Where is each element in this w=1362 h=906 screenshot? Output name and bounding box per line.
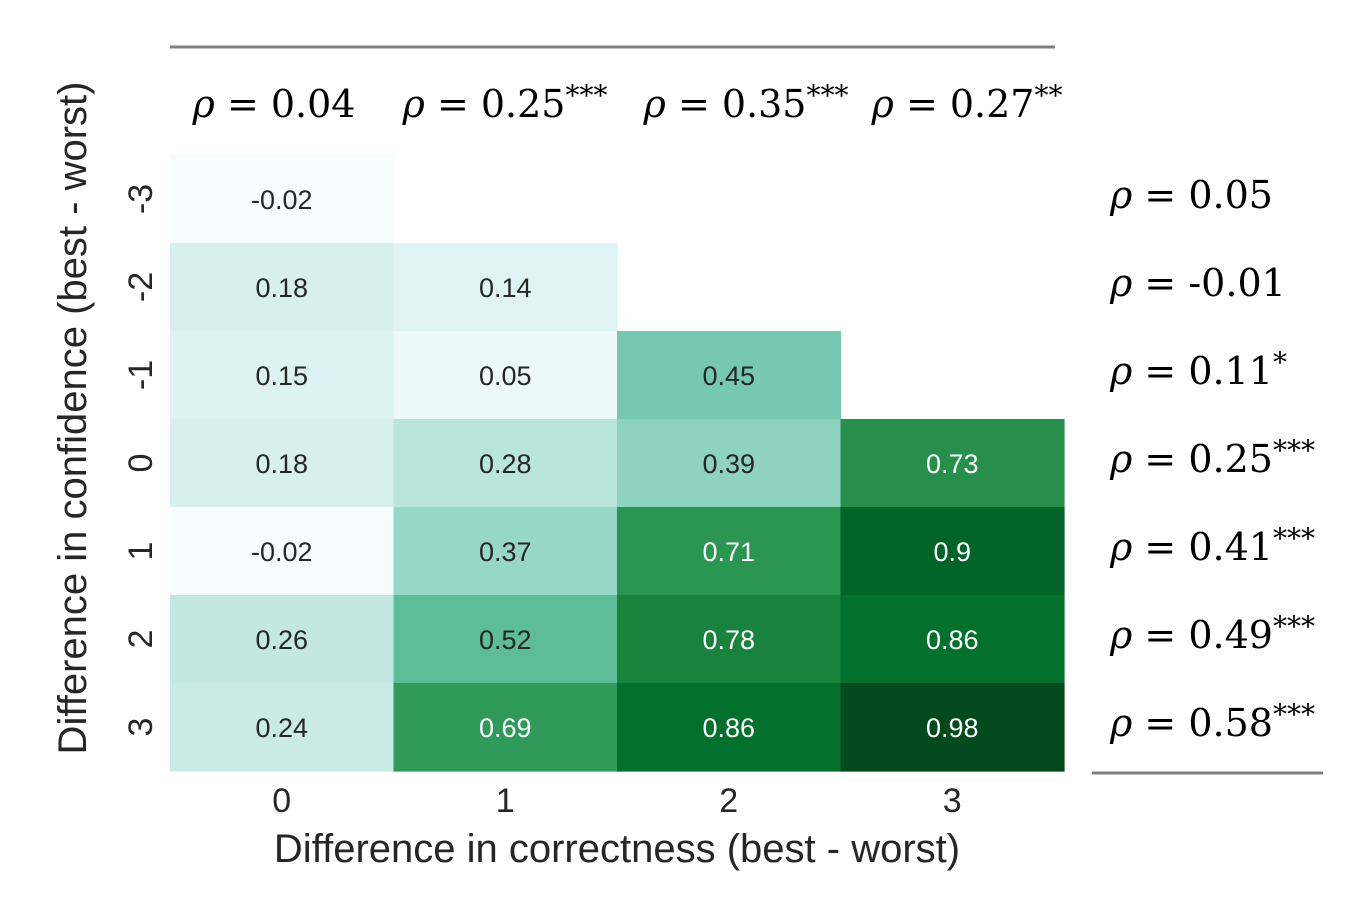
row-correlation-label: ρ = 0.11* <box>1109 346 1287 393</box>
heatmap-cell <box>170 155 395 244</box>
heatmap-cell <box>393 683 618 772</box>
cell-value-label: 0.05 <box>479 361 532 391</box>
cell-value-label: 0.86 <box>926 625 979 655</box>
heatmap-cell <box>840 419 1065 508</box>
heatmap-cell <box>617 595 842 684</box>
heatmap-cell <box>393 595 618 684</box>
row-correlation-label: ρ = 0.49*** <box>1109 610 1315 657</box>
cell-value-label: -0.02 <box>251 537 313 567</box>
heatmap-cell-labels: -0.02 0.18 0.14 0.15 0.05 0.45 0.18 0.28 0.39 0.7… <box>251 185 979 743</box>
x-axis-ticks: 0 1 2 3 <box>272 782 961 820</box>
heatmap-cell <box>617 419 842 508</box>
cell-value-label: 0.18 <box>255 273 308 303</box>
x-axis-label: Difference in correctness (best - worst) <box>274 827 960 871</box>
heatmap-cell <box>170 331 395 420</box>
cell-value-label: 0.73 <box>926 449 979 479</box>
heatmap-cell <box>170 243 395 332</box>
row-correlation-label: ρ = 0.58*** <box>1109 698 1315 745</box>
cell-value-label: 0.15 <box>255 361 308 391</box>
cell-value-label: 0.26 <box>255 625 308 655</box>
row-correlation-label: ρ = 0.05 <box>1109 173 1273 217</box>
heatmap-cell <box>170 595 395 684</box>
y-tick-label: -2 <box>122 272 160 302</box>
cell-value-label: 0.39 <box>702 449 755 479</box>
heatmap-cell <box>170 683 395 772</box>
cell-value-label: 0.14 <box>479 273 532 303</box>
cell-value-label: 0.86 <box>702 713 755 743</box>
cell-value-label: -0.02 <box>251 185 313 215</box>
y-tick-label: 2 <box>122 630 160 649</box>
heatmap-cell <box>840 683 1065 772</box>
heatmap-cell <box>393 419 618 508</box>
y-tick-label: 1 <box>122 542 160 561</box>
heatmap-cell <box>170 419 395 508</box>
x-tick-label: 1 <box>496 782 515 820</box>
cell-value-label: 0.71 <box>702 537 755 567</box>
heatmap-cell <box>393 331 618 420</box>
heatmap-cell <box>393 507 618 596</box>
cell-value-label: 0.78 <box>702 625 755 655</box>
cell-value-label: 0.52 <box>479 625 532 655</box>
y-axis-label: Difference in confidence (best - worst) <box>51 82 95 755</box>
row-correlation-label: ρ = -0.01 <box>1109 261 1286 305</box>
heatmap-cell <box>840 595 1065 684</box>
row-correlation-label: ρ = 0.25*** <box>1109 434 1315 481</box>
cell-value-label: 0.28 <box>479 449 532 479</box>
heatmap-cell <box>617 683 842 772</box>
row-correlation-label: ρ = 0.41*** <box>1109 522 1315 569</box>
heatmap-cells <box>170 155 1065 772</box>
cell-value-label: 0.45 <box>702 361 755 391</box>
row-correlations: ρ = 0.05 ρ = -0.01 ρ = 0.11* ρ = 0.25*** ρ =… <box>1109 173 1315 745</box>
x-tick-label: 3 <box>943 782 962 820</box>
column-correlation-label: ρ = 0.35*** <box>643 79 849 126</box>
heatmap-cell <box>617 507 842 596</box>
y-axis-ticks: -3 -2 -1 0 1 2 3 <box>122 184 160 737</box>
cell-value-label: 0.37 <box>479 537 532 567</box>
heatmap-cell <box>393 243 618 332</box>
heatmap-cell <box>617 331 842 420</box>
y-tick-label: 3 <box>122 718 160 737</box>
heatmap-cell <box>170 507 395 596</box>
cell-value-label: 0.9 <box>933 537 971 567</box>
x-tick-label: 2 <box>719 782 738 820</box>
column-correlation-label: ρ = 0.04 <box>192 82 356 126</box>
x-tick-label: 0 <box>272 782 291 820</box>
cell-value-label: 0.24 <box>255 713 308 743</box>
cell-value-label: 0.18 <box>255 449 308 479</box>
column-correlations: ρ = 0.04 ρ = 0.25*** ρ = 0.35*** ρ = 0.27** <box>192 79 1063 126</box>
y-tick-label: -3 <box>122 184 160 214</box>
cell-value-label: 0.98 <box>926 713 979 743</box>
heatmap-cell <box>840 507 1065 596</box>
cell-value-label: 0.69 <box>479 713 532 743</box>
y-tick-label: 0 <box>122 454 160 473</box>
y-tick-label: -1 <box>122 360 160 390</box>
column-correlation-label: ρ = 0.27** <box>871 79 1063 126</box>
column-correlation-label: ρ = 0.25*** <box>402 79 608 126</box>
